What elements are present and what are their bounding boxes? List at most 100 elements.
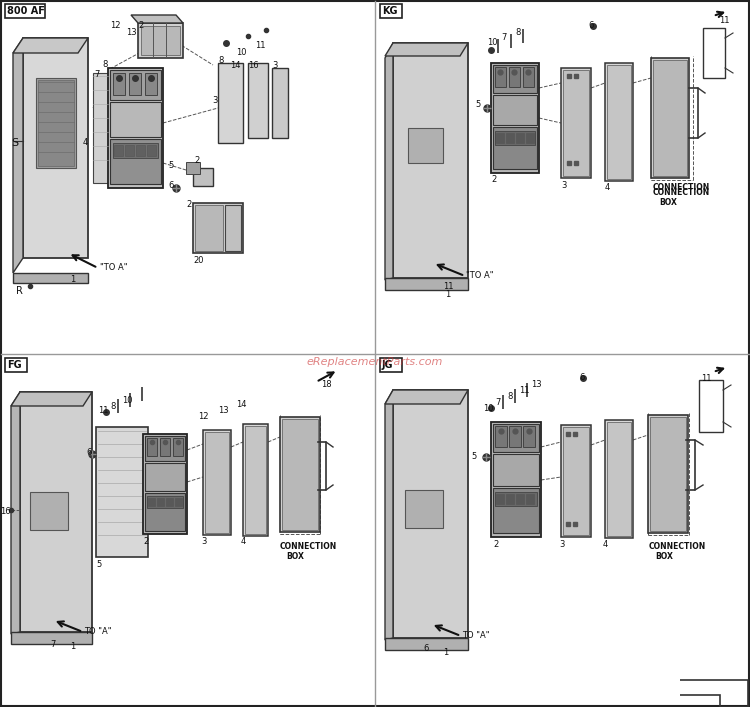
Text: 7: 7 (501, 33, 506, 42)
Text: S: S (11, 138, 18, 148)
Bar (493, 488, 539, 533)
Bar (495, 492, 537, 506)
Text: eReplacementParts.com: eReplacementParts.com (307, 357, 443, 367)
Bar (245, 426, 266, 534)
Text: CONNECTION: CONNECTION (280, 542, 338, 551)
Text: 4: 4 (241, 537, 246, 546)
Text: 1: 1 (70, 275, 75, 284)
Bar (523, 426, 535, 447)
Bar (496, 133, 504, 143)
Text: 16: 16 (0, 507, 10, 516)
Text: 3: 3 (201, 537, 206, 546)
Text: 10: 10 (487, 38, 497, 47)
Bar (380, 4, 402, 18)
Bar (20, 392, 92, 632)
Text: 10: 10 (122, 396, 133, 405)
Text: 11: 11 (443, 282, 454, 291)
Text: TO "A": TO "A" (84, 627, 112, 636)
Text: 12: 12 (110, 21, 121, 30)
Bar (493, 65, 537, 93)
Bar (506, 494, 514, 504)
Text: 4: 4 (605, 183, 610, 192)
Text: 3: 3 (272, 61, 278, 70)
Bar (563, 427, 589, 535)
Text: 800 AF: 800 AF (7, 6, 45, 16)
Text: 2: 2 (194, 156, 200, 165)
Bar (563, 70, 589, 176)
Text: CONNECTION: CONNECTION (653, 183, 710, 192)
Bar (195, 205, 223, 251)
Text: 11: 11 (255, 41, 266, 50)
Bar (110, 102, 161, 137)
Text: 11: 11 (519, 386, 530, 395)
Bar (205, 432, 229, 533)
Text: 16: 16 (248, 61, 259, 70)
Bar (509, 426, 521, 447)
Bar (143, 434, 187, 534)
Text: KG: KG (382, 6, 398, 16)
Polygon shape (385, 278, 468, 290)
Bar (113, 143, 158, 158)
Bar (243, 424, 268, 536)
Text: 7: 7 (94, 70, 99, 79)
Text: 4: 4 (83, 138, 88, 147)
Bar (186, 162, 200, 174)
Bar (651, 58, 689, 178)
Bar (129, 73, 141, 95)
Polygon shape (385, 43, 468, 56)
Bar (145, 73, 157, 95)
Bar (96, 427, 148, 557)
Bar (110, 139, 161, 184)
Text: 11: 11 (701, 374, 712, 383)
Bar (248, 63, 268, 138)
Bar (493, 454, 539, 486)
Bar (218, 63, 243, 143)
Text: BOX: BOX (286, 552, 304, 561)
Bar (495, 67, 506, 87)
Bar (493, 424, 539, 452)
Text: 13: 13 (218, 406, 229, 415)
Bar (30, 492, 68, 530)
Bar (605, 420, 633, 538)
Bar (108, 68, 163, 188)
Bar (703, 28, 725, 78)
Bar (125, 145, 134, 156)
Polygon shape (11, 392, 20, 634)
Bar (393, 390, 468, 638)
Text: 1: 1 (445, 290, 450, 299)
Bar (138, 23, 183, 58)
Bar (113, 73, 125, 95)
Bar (561, 68, 591, 178)
Bar (141, 26, 180, 55)
Text: 5: 5 (471, 452, 476, 461)
Text: 2: 2 (138, 21, 143, 30)
Bar (145, 436, 185, 461)
Text: CONNECTION: CONNECTION (649, 542, 706, 551)
Text: 3: 3 (559, 540, 564, 549)
Text: 7: 7 (50, 640, 55, 649)
Text: 1: 1 (443, 648, 448, 657)
Text: 6: 6 (86, 448, 92, 457)
Text: 6: 6 (168, 181, 173, 190)
Text: 2: 2 (493, 540, 498, 549)
Text: 2: 2 (491, 175, 496, 184)
Polygon shape (385, 390, 393, 640)
Polygon shape (385, 43, 393, 280)
Text: JG: JG (382, 360, 394, 370)
Text: "TO A": "TO A" (100, 263, 128, 272)
Text: 18: 18 (321, 380, 332, 389)
Bar (516, 494, 524, 504)
Polygon shape (385, 390, 468, 404)
Bar (526, 494, 534, 504)
Text: TO "A": TO "A" (462, 631, 490, 640)
Text: 2: 2 (143, 537, 148, 546)
Bar (516, 133, 524, 143)
Bar (5, 358, 27, 372)
Text: 10: 10 (236, 48, 247, 57)
Text: 8: 8 (515, 28, 520, 37)
Text: 12: 12 (198, 412, 208, 421)
Bar (147, 145, 156, 156)
Text: 1: 1 (70, 642, 75, 651)
Polygon shape (13, 38, 23, 273)
Bar (496, 494, 504, 504)
